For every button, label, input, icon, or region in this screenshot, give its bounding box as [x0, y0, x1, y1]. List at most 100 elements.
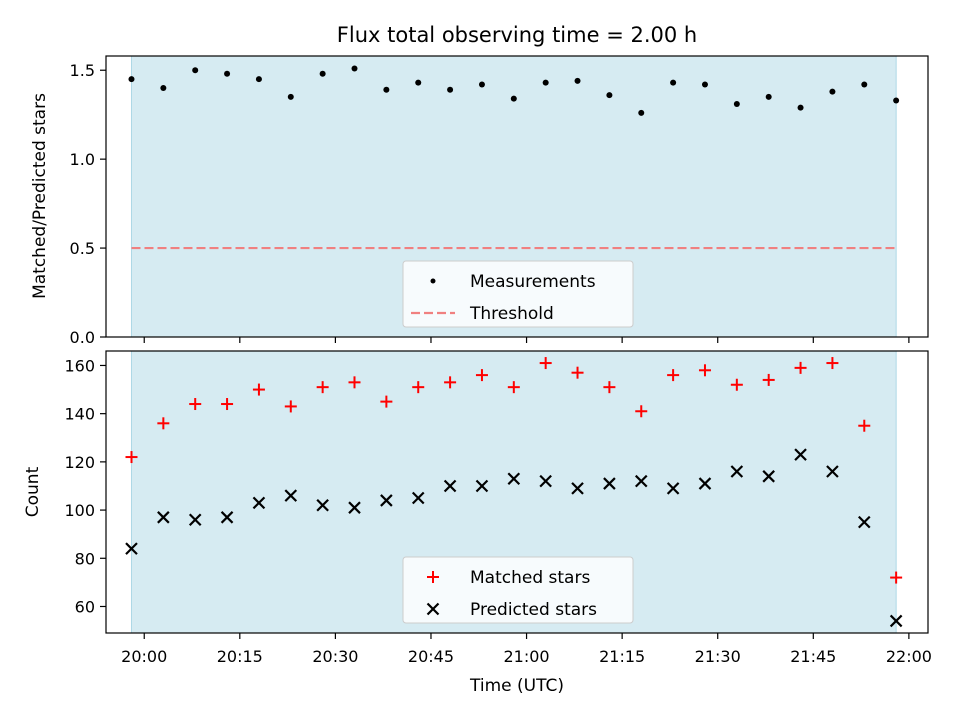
predicted-star-stroke-b — [539, 474, 552, 488]
measurement-point — [383, 86, 390, 93]
top-y-tick-label: 1.0 — [70, 150, 95, 169]
matched-star-point — [157, 417, 170, 430]
predicted-star-point — [730, 465, 744, 478]
predicted-star-point — [507, 472, 521, 486]
predicted-star-point — [666, 482, 680, 495]
predicted-star-point — [571, 482, 584, 495]
predicted-star-stroke-b — [858, 515, 871, 529]
predicted-star-point — [539, 474, 552, 488]
matched-star-point — [730, 378, 743, 391]
top-legend-box — [402, 260, 634, 328]
measurement-point — [574, 77, 581, 84]
legend-predicted-stroke-b — [426, 602, 440, 616]
x-tick-label: 21:00 — [504, 647, 550, 666]
predicted-star-stroke-b — [380, 494, 393, 507]
legend-measurement-marker — [430, 278, 436, 284]
top-legend: Measurements Threshold — [402, 260, 634, 328]
matched-star-point — [603, 381, 616, 394]
bottom-y-tick-label: 100 — [64, 501, 95, 520]
predicted-star-point — [316, 498, 329, 512]
predicted-star-point — [762, 470, 775, 483]
measurement-point — [797, 104, 804, 111]
measurement-point — [160, 85, 167, 92]
legend-label: Threshold — [469, 304, 554, 324]
top-axes-frame — [105, 55, 929, 338]
predicted-star-point — [220, 511, 234, 524]
measurement-point — [287, 93, 294, 100]
matched-star-point — [507, 381, 520, 394]
matched-star-point — [221, 398, 234, 411]
predicted-star-point — [475, 479, 489, 493]
legend-predicted-marker — [426, 602, 440, 616]
measurement-point — [829, 88, 836, 95]
matched-star-point — [412, 381, 425, 394]
star-count-panel: 60 80 100 120 140 160 20:00 20:15 20:30 20:45 21:0… — [64, 350, 932, 666]
predicted-star-stroke-b — [698, 477, 712, 490]
top-y-axis-label: Matched/Predicted stars — [30, 93, 50, 299]
predicted-star-stroke-b — [411, 491, 425, 505]
bottom-legend-box — [402, 556, 634, 624]
measurement-point — [893, 97, 900, 104]
bottom-y-tick-label: 140 — [64, 405, 95, 424]
predicted-star-stroke-b — [826, 465, 839, 478]
matched-star-point — [794, 361, 807, 374]
matched-star-point — [826, 357, 839, 370]
predicted-star-point — [889, 614, 903, 628]
top-y-tick-label: 0.0 — [70, 328, 95, 347]
predicted-star-point — [634, 474, 648, 488]
x-tick-label: 20:00 — [121, 647, 167, 666]
predicted-star-stroke-b — [794, 448, 807, 461]
predicted-star-stroke-b — [889, 614, 903, 628]
predicted-star-stroke-b — [220, 511, 234, 524]
measurement-point — [478, 81, 485, 88]
legend-label: Predicted stars — [470, 600, 597, 620]
predicted-star-stroke-b — [762, 470, 775, 483]
measurement-point — [733, 101, 740, 108]
matched-star-point — [444, 376, 457, 389]
matched-star-point — [284, 400, 297, 413]
matched-star-point — [635, 405, 648, 418]
matched-star-point — [380, 395, 393, 408]
matched-star-point — [252, 383, 265, 396]
legend-label: Matched stars — [470, 568, 590, 588]
measurement-point — [224, 70, 231, 77]
top-y-tick-label: 1.5 — [70, 61, 95, 80]
bottom-axes-frame — [105, 350, 929, 634]
matched-star-point — [571, 366, 584, 379]
matched-star-point — [316, 381, 329, 394]
predicted-star-stroke-b — [571, 482, 584, 495]
predicted-star-point — [794, 448, 807, 461]
measurement-point — [670, 79, 677, 86]
measurement-point — [861, 81, 868, 88]
matched-star-point — [890, 571, 903, 584]
predicted-star-stroke-b — [666, 482, 680, 495]
predicted-star-point — [188, 513, 202, 526]
x-axis-label: Time (UTC) — [469, 676, 564, 696]
figure-title: Flux total observing time = 2.00 h — [337, 23, 697, 47]
measurement-point — [319, 70, 326, 77]
predicted-star-point — [348, 501, 361, 514]
x-tick-label: 21:30 — [695, 647, 741, 666]
measurement-point — [415, 79, 422, 86]
predicted-star-stroke-b — [603, 477, 616, 490]
x-tick-label: 20:15 — [217, 647, 263, 666]
matched-star-point — [189, 398, 202, 411]
flux-ratio-panel: 0.0 0.5 1.0 1.5 Measurements Threshold — [70, 55, 929, 347]
predicted-star-point — [411, 491, 425, 505]
predicted-star-point — [284, 489, 298, 502]
predicted-star-point — [252, 496, 266, 510]
predicted-star-point — [698, 477, 712, 490]
predicted-star-stroke-b — [284, 489, 298, 502]
predicted-star-stroke-b — [475, 479, 489, 493]
measurement-point — [510, 95, 517, 102]
measurement-point — [128, 76, 135, 83]
predicted-star-point — [603, 477, 616, 490]
predicted-star-stroke-b — [188, 513, 202, 526]
predicted-star-stroke-b — [634, 474, 648, 488]
predicted-star-point — [157, 511, 170, 524]
predicted-star-point — [380, 494, 393, 507]
x-tick-label: 22:00 — [886, 647, 932, 666]
measurement-point — [351, 65, 358, 72]
x-tick-label: 20:45 — [408, 647, 454, 666]
